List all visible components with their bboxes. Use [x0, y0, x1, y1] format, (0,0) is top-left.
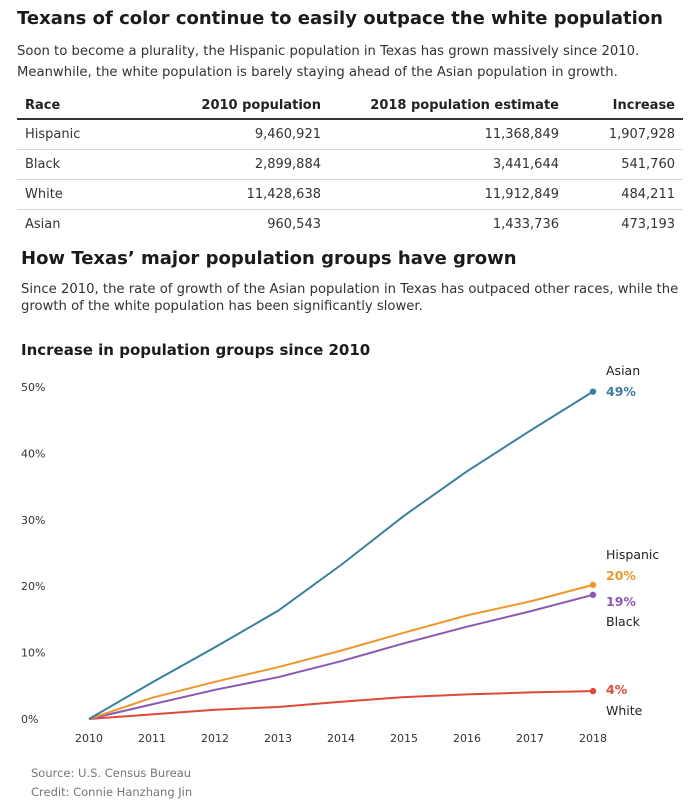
series-end-point-white	[589, 687, 597, 695]
series-name-label-hispanic: Hispanic	[606, 547, 659, 562]
column-header-2018: 2018 population estimate	[329, 92, 567, 120]
x-tick-label: 2017	[516, 732, 544, 745]
x-tick-label: 2011	[138, 732, 166, 745]
line-chart: 0% 10% 20% 30% 40% 50% 2010 2011 2012 2013 2014 201…	[21, 363, 659, 745]
x-tick-label: 2016	[453, 732, 481, 745]
series-value-label-hispanic: 20%	[606, 568, 636, 583]
population-table: Race 2010 population 2018 population est…	[17, 92, 683, 239]
section-description: Since 2010, the rate of growth of the As…	[21, 282, 679, 314]
y-tick-label: 40%	[21, 447, 45, 460]
y-tick-label: 0%	[21, 713, 38, 726]
column-header-race: Race	[17, 92, 173, 120]
page-title: Texans of color continue to easily outpa…	[17, 8, 663, 29]
series-name-label-asian: Asian	[606, 363, 640, 378]
x-tick-label: 2010	[75, 732, 103, 745]
series-line-hispanic	[88, 583, 594, 720]
y-tick-label: 10%	[21, 647, 45, 660]
table-cell: White	[17, 179, 173, 210]
table-cell: 11,912,849	[329, 179, 567, 210]
table-cell: 3,441,644	[329, 149, 567, 180]
x-tick-label: 2015	[390, 732, 418, 745]
column-header-2010: 2010 population	[173, 92, 329, 120]
table-cell: Asian	[25, 217, 61, 232]
series-line-white	[88, 690, 594, 720]
credit-note: Credit: Connie Hanzhang Jin	[31, 785, 193, 799]
series-end-point-asian	[589, 388, 597, 395]
x-tick-label: 2012	[201, 732, 229, 745]
table-row: Asian 960,543 1,433,736 473,193	[17, 210, 683, 240]
series-line-black	[88, 593, 594, 720]
page-description: Soon to become a plurality, the Hispanic…	[17, 44, 640, 80]
table-row: White 11,428,638 11,912,849 484,211	[17, 179, 683, 210]
source-note: Source: U.S. Census Bureau	[31, 766, 192, 780]
column-header-increase: Increase	[567, 92, 683, 120]
y-tick-label: 30%	[21, 514, 45, 527]
series-line-asian	[88, 390, 594, 720]
table-row: Hispanic 9,460,921 11,368,849 1,907,928	[17, 119, 683, 150]
section-title: How Texas’ major population groups have …	[21, 248, 517, 269]
table-cell: 960,543	[267, 217, 321, 232]
table-cell: 9,460,921	[173, 119, 329, 150]
table-cell: 11,368,849	[329, 119, 567, 150]
chart-title: Increase in population groups since 2010	[21, 341, 371, 359]
series-value-label-white: 4%	[606, 682, 628, 697]
series-value-label-asian: 49%	[606, 384, 636, 399]
series-name-label-black: Black	[606, 614, 641, 629]
series-name-label-white: White	[606, 703, 643, 718]
series-end-point-black	[589, 591, 597, 599]
series-end-point-hispanic	[589, 581, 597, 589]
table-cell: 473,193	[621, 217, 675, 232]
table-row: Black 2,899,884 3,441,644 541,760	[17, 149, 683, 180]
table-cell: Hispanic	[17, 119, 173, 150]
x-tick-label: 2013	[264, 732, 292, 745]
table-cell: 541,760	[567, 149, 683, 180]
x-tick-label: 2014	[327, 732, 355, 745]
x-tick-label: 2018	[579, 732, 607, 745]
table-cell: 2,899,884	[173, 149, 329, 180]
y-tick-label: 50%	[21, 381, 45, 394]
y-tick-label: 20%	[21, 580, 45, 593]
table-cell: 484,211	[567, 179, 683, 210]
table-header-row: Race 2010 population 2018 population est…	[17, 92, 683, 120]
series-value-label-black: 19%	[606, 594, 636, 609]
table-cell: 1,907,928	[567, 119, 683, 150]
table-cell: Black	[17, 149, 173, 180]
table-cell: 1,433,736	[492, 217, 559, 232]
table-cell: 11,428,638	[173, 179, 329, 210]
